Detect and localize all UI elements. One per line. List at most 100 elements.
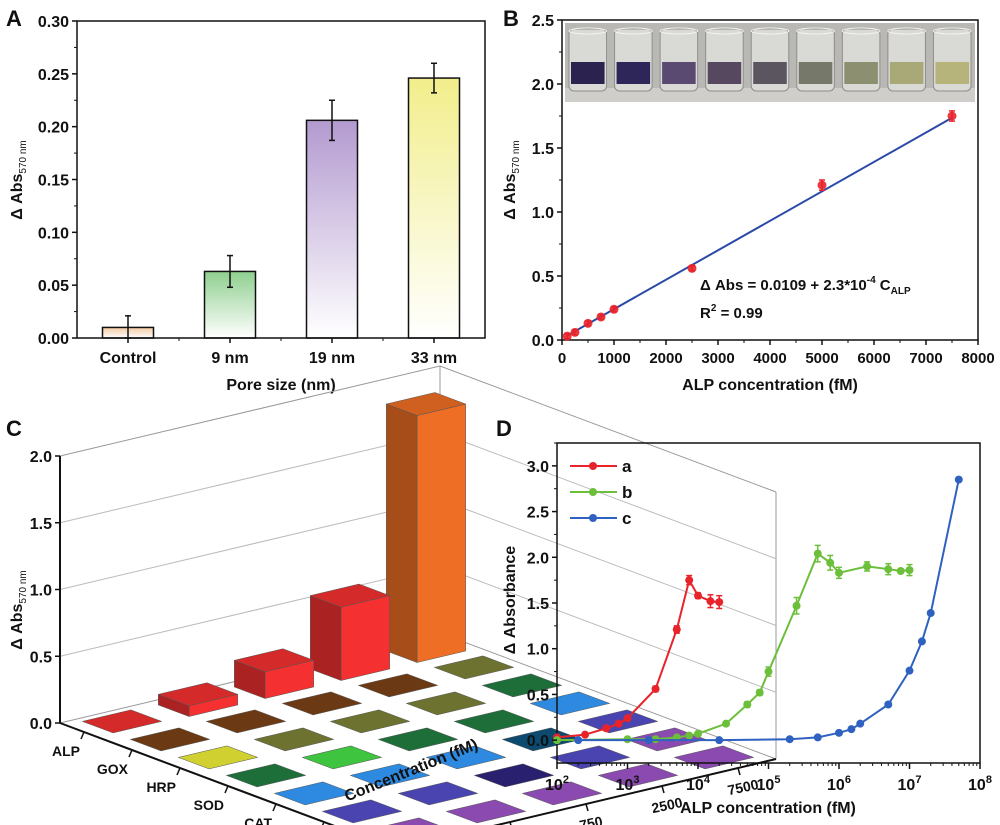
bar-top-alp [233,648,315,673]
panel-label-b: B [503,6,519,31]
x-tick-label: 1000 [597,350,630,367]
r2-prefix: R [700,305,711,322]
y-tick-label: 1.5 [527,596,549,613]
tile-sod [225,763,307,788]
tile-cat [425,745,507,770]
tile-cat [273,781,355,806]
bar-face-front [416,403,466,663]
x-tick-base: 10 [616,777,634,794]
r2-value: = 0.99 [716,305,762,322]
x-tick-exponent: 2 [563,774,569,786]
y-tick-label: 0.20 [38,120,69,137]
panel-label-a: A [6,6,22,31]
data-point-b [896,567,905,575]
panel-d-legend: abc [570,457,632,528]
panel-b-y-label-main: Δ Abs [502,173,519,219]
data-point-c [785,735,794,744]
z-tick-label: 2.0 [30,449,52,466]
x-tick-label: 108 [968,774,992,794]
tile-sox [549,745,631,770]
y-tick-label: 0.05 [38,278,69,295]
panel-b-x-ticks: 0 1000 2000 3000 4000 5000 6000 7000 8000 [558,340,995,367]
tile-gox [205,709,287,734]
data-point-b [826,558,835,567]
z-tick-label: 1.5 [30,516,52,533]
legend-marker-b [589,488,597,496]
x-tick-label: 0 [558,350,566,367]
data-point-b [813,549,822,558]
tile-hrp [329,709,411,734]
tile-hrp [481,673,563,698]
z-tick-label: 0.5 [30,649,52,666]
panel-label-d: D [496,416,512,441]
vial-solution [616,62,651,84]
tile-gox [357,673,439,698]
equation-prefix: Δ Abs = 0.0109 + 2.3*10 [700,277,867,294]
y-tick-label: 0.5 [527,687,549,704]
data-point-c [813,733,822,742]
panel-c-concentration-labels: 025075025007500 [509,767,760,825]
data-point-c [917,637,926,646]
x-tick-label: 19 nm [309,350,355,367]
vial-solution [571,62,605,84]
data-point-c [954,475,963,484]
z-tick-label: 1.0 [30,583,52,600]
y-tick-label: 1.0 [527,642,549,659]
vial-solution [844,62,878,84]
bar-face-front [340,595,390,681]
tile-bsa [521,781,603,806]
vial-rim [614,27,653,35]
panel-b-y-ticks: 0.0 0.5 1.0 1.5 2.0 2.5 [532,13,562,350]
vial-rim [568,27,608,35]
data-point-c [926,609,935,618]
data-point-a [694,591,702,600]
y-tick-label: 1.5 [532,141,554,158]
data-point-b [755,688,764,697]
vial-rim [887,27,926,35]
tile-gox [433,655,515,680]
enzyme-label-hrp: HRP [146,779,176,795]
data-point [570,327,580,337]
legend-marker-a [589,462,597,470]
y-tick-label: 0.5 [532,269,554,286]
bar-19-nm [305,119,359,339]
tile-sox [321,799,403,824]
data-point-b [905,566,914,575]
x-tick-base: 10 [757,777,775,794]
panel-d-series [553,475,963,745]
concentration-label: 7500 [726,776,760,798]
tile-bsa [673,745,755,770]
bar-top-alp [385,392,467,416]
enzyme-tick [176,767,181,776]
vial-rim [750,27,790,35]
x-tick-base: 10 [545,777,563,794]
x-tick-exponent: 6 [845,774,851,786]
enzyme-label-alp: ALP [52,743,80,759]
panel-c-enzyme-labels: ALPGOXHRPSODCATSOXBSA [52,731,325,825]
data-point-b [743,700,752,709]
bar-33-nm [407,77,461,339]
concentration-tick [585,803,589,812]
panel-a-x-label: Pore size (nm) [226,377,335,394]
tile-alp [81,709,163,734]
data-point [947,111,957,121]
tile-hrp [405,691,487,716]
vial-rim [932,27,972,35]
r2-exponent: 2 [711,303,717,314]
vial-solution [889,62,924,84]
enzyme-tick [80,731,85,740]
concentration-label: 2500 [650,794,684,816]
data-point-a [715,598,724,607]
x-tick-exponent: 5 [774,774,780,786]
panel-a-y-label-sub: 570 nm [18,140,29,173]
x-tick-label: 4000 [753,350,786,367]
vial-solution [753,62,787,84]
panel-c-chart: 0.00.51.01.52.0 ALPGOXHRPSODCATSOXBSA 02… [9,365,777,825]
panel-c-tiles [81,392,755,825]
tile-sod [301,745,383,770]
vial-rim [705,27,744,35]
x-tick-label: 9 nm [211,350,248,367]
panel-d-y-label: Δ Absorbance [502,546,519,655]
tile-bsa [445,799,527,824]
y-tick-label: 2.0 [527,550,549,567]
